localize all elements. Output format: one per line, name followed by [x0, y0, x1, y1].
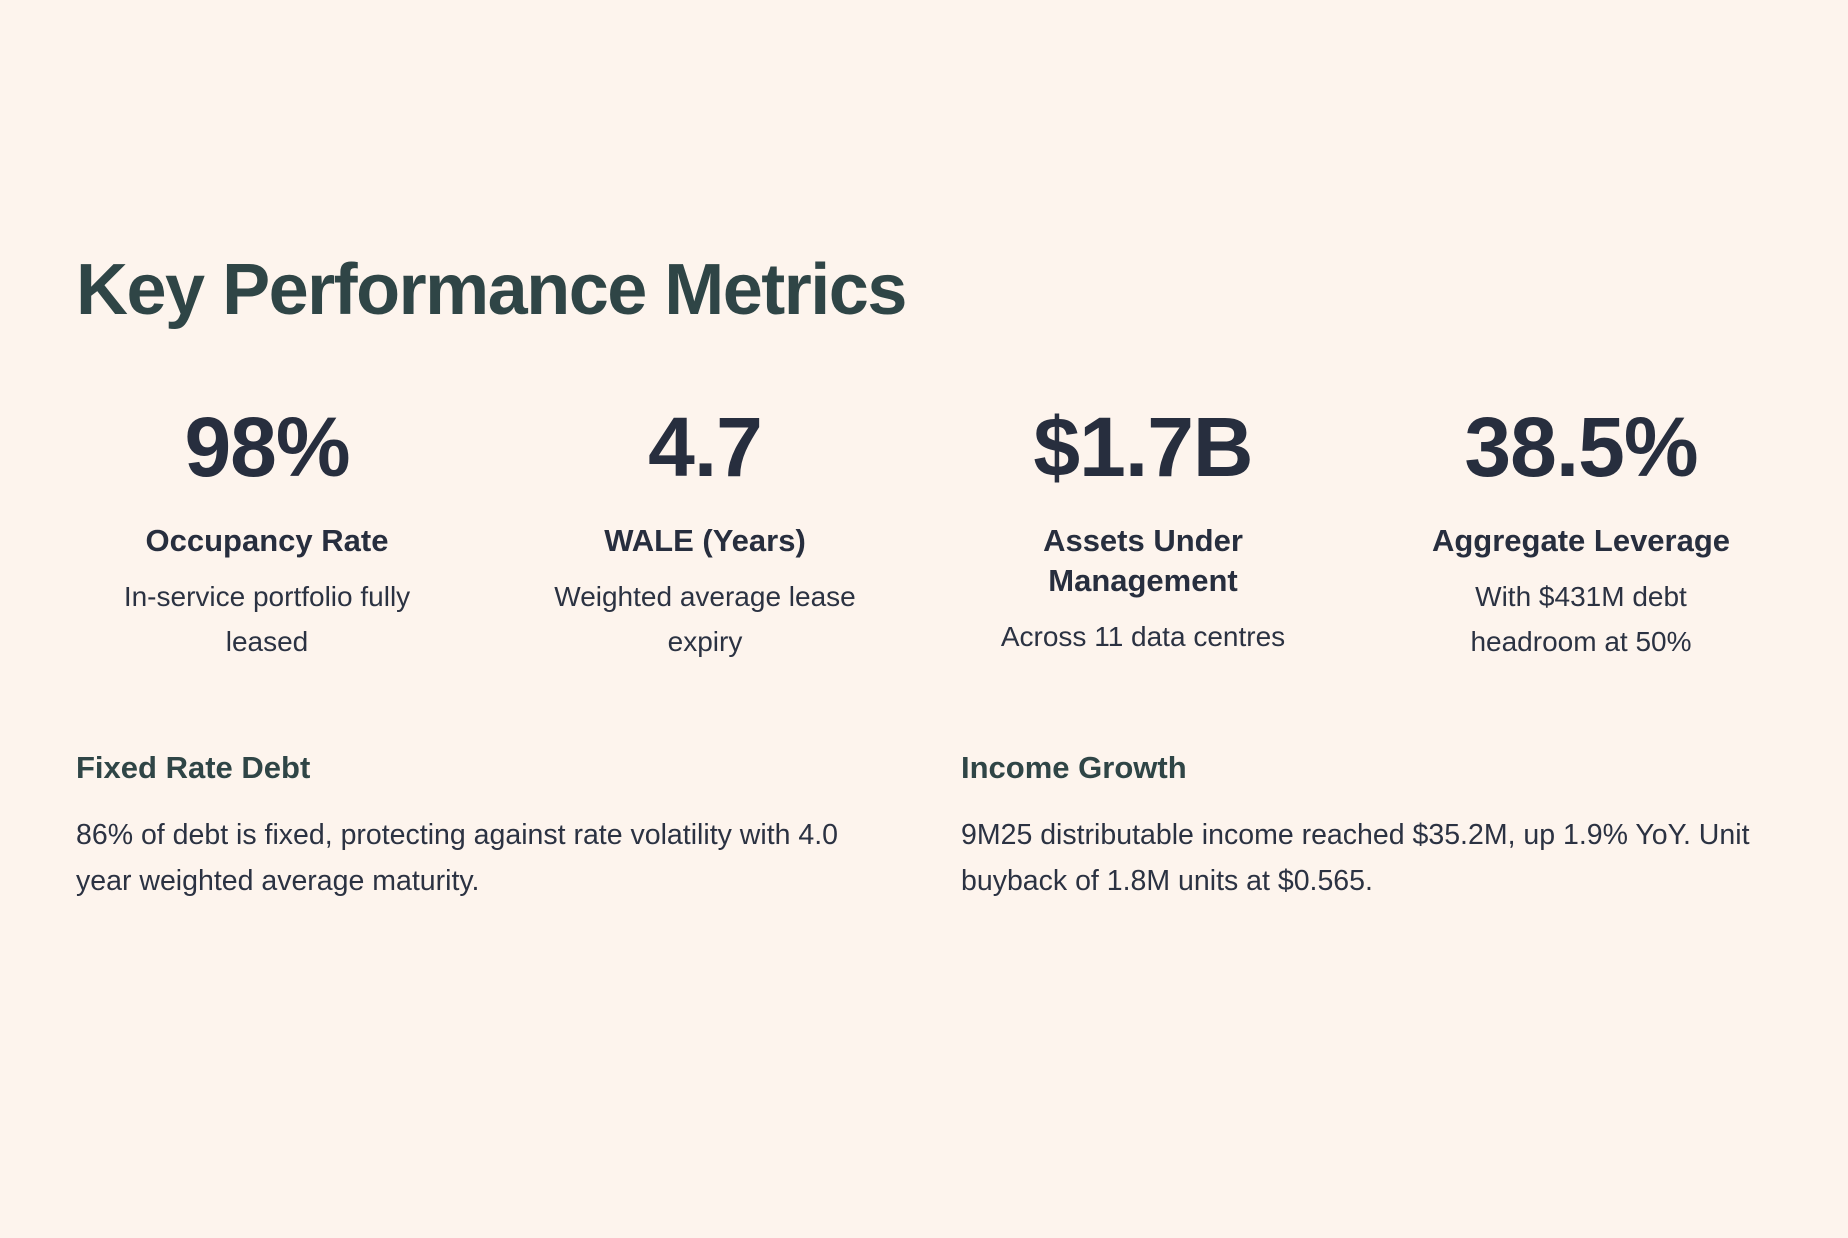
metric-description: Across 11 data centres [1000, 620, 1286, 652]
metric-aggregate-leverage: 38.5% Aggregate Leverage With $431M debt… [1362, 399, 1800, 665]
metric-value: 98% [184, 399, 350, 494]
metric-label: Assets Under Management [1043, 523, 1243, 598]
section-heading: Income Growth [961, 749, 1187, 785]
metric-description: In-service portfolio fully leased [123, 580, 411, 658]
metric-label: Aggregate Leverage [1431, 523, 1731, 559]
section-body: 9M25 distributable income reached $35.2M… [961, 819, 1750, 897]
metric-value: 38.5% [1464, 399, 1698, 494]
section-body: 86% of debt is fixed, protecting against… [76, 819, 838, 897]
detail-sections: Fixed Rate Debt 86% of debt is fixed, pr… [76, 749, 1772, 905]
page-title: Key Performance Metrics [76, 250, 907, 330]
metrics-row: 98% Occupancy Rate In-service portfolio … [48, 399, 1800, 665]
section-income-growth: Income Growth 9M25 distributable income … [961, 749, 1772, 905]
section-fixed-rate-debt: Fixed Rate Debt 86% of debt is fixed, pr… [76, 749, 961, 905]
metric-value: 4.7 [648, 399, 763, 494]
metric-wale: 4.7 WALE (Years) Weighted average lease … [486, 399, 924, 665]
metric-label: WALE (Years) [604, 523, 806, 559]
metric-description: Weighted average lease expiry [554, 580, 856, 658]
metric-label: Occupancy Rate [145, 523, 389, 559]
metric-assets-under-management: $1.7B Assets Under Management Across 11 … [924, 399, 1362, 665]
metric-description: With $431M debt headroom at 50% [1470, 580, 1692, 658]
metric-occupancy-rate: 98% Occupancy Rate In-service portfolio … [48, 399, 486, 665]
section-heading: Fixed Rate Debt [76, 749, 311, 785]
metric-value: $1.7B [1033, 399, 1253, 494]
